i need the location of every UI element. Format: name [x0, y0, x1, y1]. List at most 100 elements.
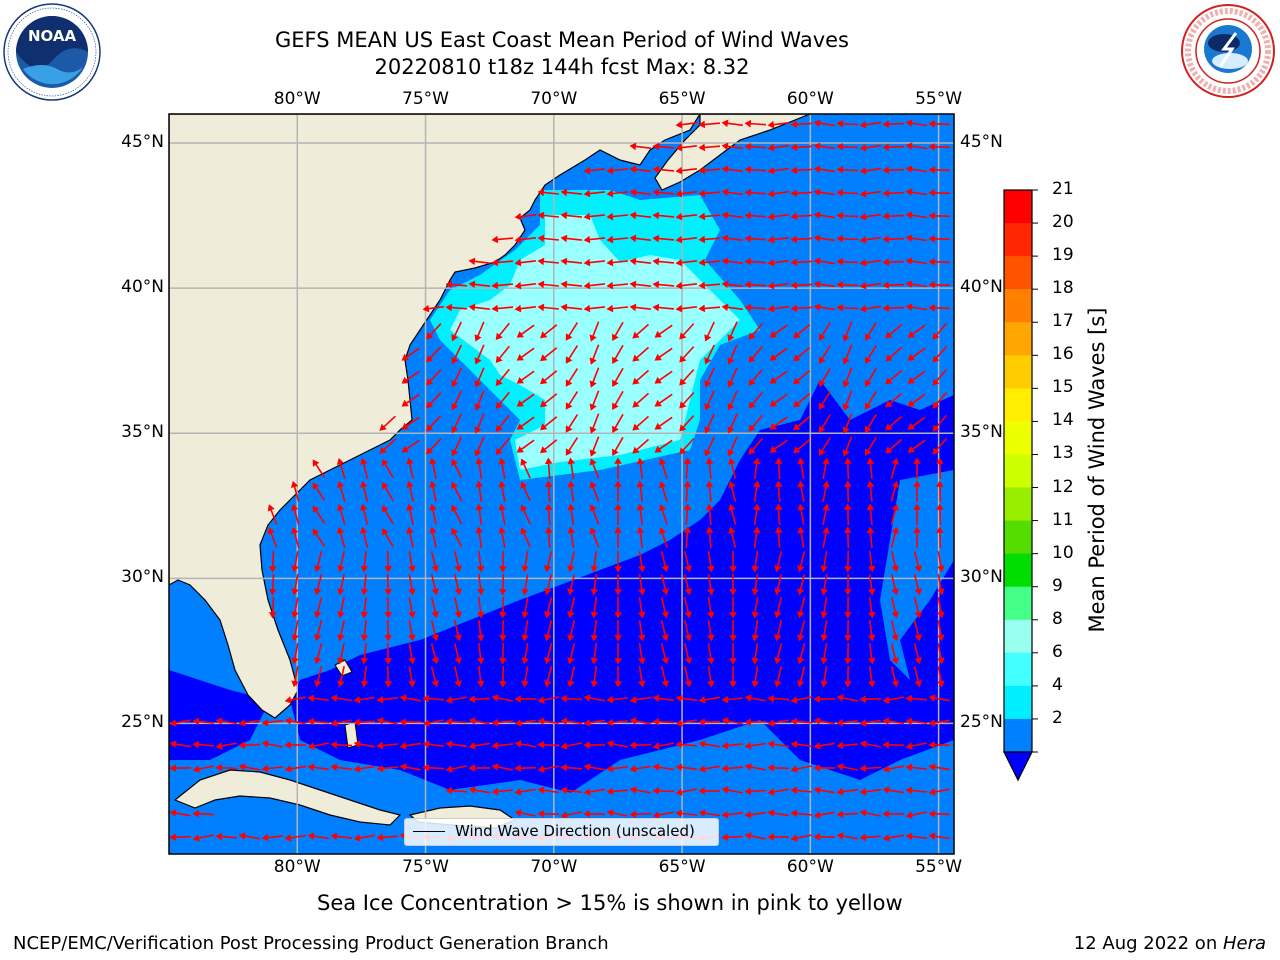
wave-arrow-head [752, 480, 761, 488]
wave-arrow-head [767, 235, 775, 244]
wave-arrow-head [567, 480, 576, 488]
colorbar-band [1004, 520, 1032, 555]
wave-arrow-head [698, 809, 706, 817]
wave-arrow-head [652, 257, 660, 266]
wave-arrow-head [560, 234, 568, 243]
chart-subtitle: 20220810 t18z 144h fcst Max: 8.32 [374, 55, 750, 79]
wave-arrow-head [583, 810, 590, 818]
wave-arrow-head [822, 526, 830, 534]
wave-arrow-head [698, 696, 706, 704]
colorbar-band [1004, 487, 1032, 522]
wave-arrow-head [721, 833, 728, 842]
wave-arrow-head [928, 763, 936, 771]
wave-arrow-head [360, 480, 368, 488]
wave-arrow-head [629, 303, 637, 312]
wave-arrow-head [937, 565, 945, 573]
wave-arrow-head [544, 588, 552, 596]
wave-arrow-head [744, 763, 752, 771]
wave-arrow-head [606, 787, 614, 796]
wave-arrow-head [612, 356, 619, 365]
wave-arrow-head [864, 333, 872, 341]
wave-arrow-head [451, 449, 459, 457]
wave-arrow-head [384, 589, 392, 596]
wave-arrow-head [422, 304, 430, 313]
wave-arrow-head [818, 356, 826, 364]
wave-arrow-head [679, 378, 687, 386]
wave-arrow-head [336, 503, 345, 512]
svg-text:NOAA: NOAA [28, 27, 77, 45]
wave-arrow-head [583, 212, 591, 221]
wave-arrow-head [560, 694, 567, 703]
wave-arrow-head [706, 634, 715, 642]
wave-arrow-head [261, 833, 269, 842]
colorbar-tick-label: 15 [1052, 377, 1074, 398]
wave-arrow-head [652, 742, 660, 750]
wave-arrow-head [698, 212, 706, 221]
wave-arrow-head [476, 565, 485, 573]
legend-label: Wind Wave Direction (unscaled) [455, 822, 695, 840]
wave-arrow-head [614, 658, 622, 665]
wave-arrow-head [744, 810, 752, 819]
wave-arrow-head [813, 764, 820, 772]
wave-arrow-head [408, 611, 416, 619]
wave-arrow-head [744, 234, 752, 243]
wave-arrow-head [836, 211, 843, 220]
wave-arrow-head [928, 143, 935, 151]
wave-arrow-head [866, 480, 875, 488]
wave-arrow-head [330, 832, 338, 841]
wave-arrow-head [675, 281, 683, 290]
wave-arrow-head [537, 211, 545, 220]
wave-arrow-head [675, 694, 683, 703]
wave-arrow-head [192, 717, 200, 726]
wave-arrow-head [606, 281, 614, 290]
wave-arrow-head [629, 188, 637, 197]
lat-label-right: 45°N [960, 132, 1003, 153]
wave-arrow-head [261, 764, 269, 773]
wave-arrow-head [790, 212, 798, 221]
wave-arrow-head [882, 120, 889, 128]
wave-arrow-head [406, 457, 414, 465]
wave-arrow-head [401, 445, 409, 453]
wave-arrow-head [376, 833, 384, 842]
wave-arrow-head [905, 763, 913, 772]
wave-arrow-head [774, 565, 782, 573]
wave-arrow-head [844, 635, 852, 642]
wave-arrow-head [813, 257, 821, 265]
wave-arrow-head [767, 304, 775, 313]
wave-arrow-head [336, 480, 345, 489]
wave-arrow-head [675, 166, 683, 175]
lat-label-right: 40°N [960, 277, 1003, 298]
wave-arrow-head [431, 565, 439, 573]
wave-arrow-head [704, 357, 712, 365]
colorbar-tick-label: 8 [1052, 608, 1063, 629]
wave-arrow-head [539, 423, 548, 431]
wave-arrow-head [474, 449, 482, 457]
wave-arrow-head [544, 680, 552, 688]
wave-arrow-head [698, 120, 706, 129]
wave-arrow-head [704, 403, 712, 411]
wave-arrow-head [882, 834, 890, 842]
wave-arrow-head [928, 281, 935, 289]
wave-arrow-head [728, 480, 736, 488]
wave-arrow-head [790, 765, 798, 773]
wave-arrow-head [336, 457, 345, 466]
wave-arrow-head [360, 526, 368, 534]
wave-arrow-head [752, 503, 761, 511]
wave-arrow-head [813, 142, 821, 150]
wave-arrow-head [658, 481, 667, 489]
wave-arrow-head [514, 719, 522, 727]
wave-arrow-head [451, 403, 459, 411]
wave-arrow-head [451, 380, 459, 388]
wave-arrow-head [882, 212, 889, 220]
wave-arrow-head [636, 457, 645, 465]
wave-arrow-head [537, 696, 545, 704]
colorbar-band [1004, 619, 1032, 654]
wave-arrow-head [632, 446, 640, 454]
colorbar-band [1004, 388, 1032, 422]
wave-arrow-head [797, 503, 805, 511]
wave-arrow-head [498, 457, 506, 465]
wave-arrow-head [905, 832, 913, 841]
wave-arrow-head [842, 357, 850, 365]
wave-arrow-head [384, 681, 392, 688]
wave-arrow-head [454, 588, 462, 596]
